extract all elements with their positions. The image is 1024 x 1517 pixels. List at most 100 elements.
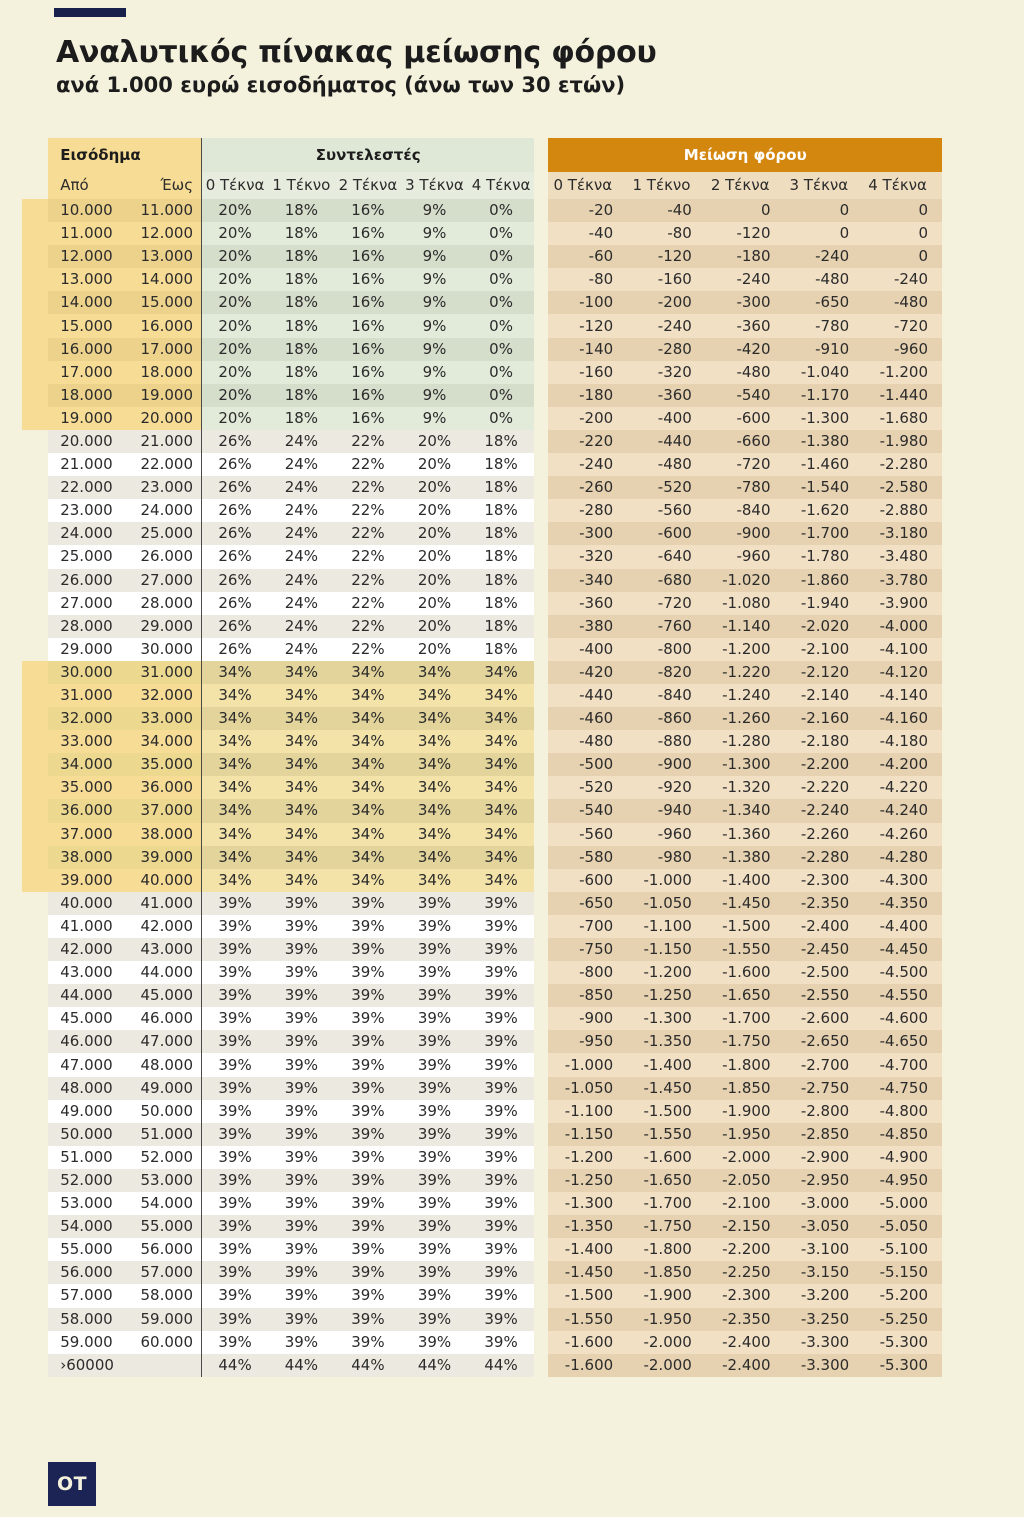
cell-reduction-4: -4.180 bbox=[863, 730, 942, 754]
cell-rate-2: 39% bbox=[334, 1307, 402, 1331]
table-row: 29.000 30.000 26% 24% 22% 20% 18% -400 -800 -1.20… bbox=[22, 637, 942, 661]
cell-rate-1: 39% bbox=[268, 1099, 335, 1123]
cell-rate-1: 18% bbox=[268, 406, 335, 430]
col-header-reduction-3: 3 Τέκνα bbox=[784, 172, 864, 199]
cell-income-to: 17.000 bbox=[120, 337, 203, 361]
cell-income-from: 16.000 bbox=[48, 337, 121, 361]
cell-reduction-1: -760 bbox=[627, 614, 706, 638]
cell-reduction-0: -850 bbox=[548, 984, 628, 1008]
table-row: 58.000 59.000 39% 39% 39% 39% 39% -1.550 -1.950-… bbox=[22, 1307, 942, 1331]
cell-rate-0: 20% bbox=[201, 360, 269, 384]
cell-income-to: 13.000 bbox=[120, 245, 203, 269]
cell-rate-0: 34% bbox=[201, 753, 269, 777]
cell-reduction-3: -2.120 bbox=[784, 660, 864, 684]
cell-reduction-3: -2.700 bbox=[784, 1053, 864, 1077]
cell-reduction-1: -820 bbox=[627, 660, 706, 684]
page-subtitle: ανά 1.000 ευρώ εισοδήματος (άνω των 30 ε… bbox=[56, 72, 626, 97]
cell-reduction-3: -3.300 bbox=[784, 1353, 864, 1377]
section-gap bbox=[534, 429, 549, 454]
cell-rate-0: 20% bbox=[201, 291, 269, 315]
cell-reduction-1: -980 bbox=[627, 845, 706, 869]
cell-reduction-4: -4.750 bbox=[863, 1076, 942, 1100]
cell-reduction-1: -2.000 bbox=[627, 1330, 706, 1354]
cell-income-to: 31.000 bbox=[120, 660, 203, 684]
cell-rate-2: 22% bbox=[334, 476, 402, 500]
section-gap bbox=[534, 591, 549, 615]
cell-income-to: 11.000 bbox=[120, 199, 203, 223]
cell-rate-1: 18% bbox=[268, 268, 335, 292]
cell-rate-2: 39% bbox=[334, 1122, 402, 1146]
cell-reduction-2: -840 bbox=[705, 499, 785, 523]
cell-rate-0: 44% bbox=[201, 1353, 269, 1377]
table-row: 50.000 51.000 39% 39% 39% 39% 39% -1.150 -1.550-… bbox=[22, 1122, 942, 1146]
row-highlight-gutter bbox=[22, 1353, 49, 1377]
cell-rate-2: 39% bbox=[334, 1261, 402, 1285]
table-row: 30.000 31.000 34% 34% 34% 34% 34% -420 -820 -1.22… bbox=[22, 660, 942, 684]
cell-rate-0: 34% bbox=[201, 683, 269, 708]
row-highlight-gutter bbox=[22, 637, 49, 661]
cell-reduction-3: -1.540 bbox=[784, 476, 864, 500]
cell-reduction-3: -2.900 bbox=[784, 1145, 864, 1169]
cell-rate-1: 34% bbox=[268, 753, 335, 777]
cell-reduction-4: -4.120 bbox=[863, 660, 942, 684]
cell-rate-1: 24% bbox=[268, 614, 335, 638]
cell-rate-1: 39% bbox=[268, 1215, 335, 1239]
cell-reduction-3: -1.300 bbox=[784, 406, 864, 430]
cell-income-to: 34.000 bbox=[120, 730, 203, 754]
section-gap bbox=[534, 984, 549, 1008]
section-gap bbox=[534, 1353, 549, 1377]
cell-rate-2: 34% bbox=[334, 730, 402, 754]
cell-rate-4: 39% bbox=[467, 1099, 535, 1123]
cell-rate-1: 34% bbox=[268, 845, 335, 869]
cell-rate-1: 18% bbox=[268, 360, 335, 384]
cell-income-from: 14.000 bbox=[48, 291, 121, 315]
cell-reduction-2: -780 bbox=[705, 476, 785, 500]
cell-income-from: 59.000 bbox=[48, 1330, 121, 1354]
cell-reduction-0: -300 bbox=[548, 522, 628, 546]
cell-reduction-2: -1.140 bbox=[705, 614, 785, 638]
cell-reduction-0: -100 bbox=[548, 291, 628, 315]
cell-rate-1: 44% bbox=[268, 1353, 335, 1377]
cell-rate-3: 39% bbox=[401, 1215, 468, 1239]
tax-reduction-table: Εισόδημα Συντελεστές Μείωση φόρου Από Έω… bbox=[22, 138, 942, 1377]
cell-rate-2: 39% bbox=[334, 1192, 402, 1216]
cell-income-to: 60.000 bbox=[120, 1330, 203, 1354]
cell-rate-0: 39% bbox=[201, 1215, 269, 1239]
cell-reduction-1: -900 bbox=[627, 753, 706, 777]
cell-income-to: 36.000 bbox=[120, 776, 203, 800]
cell-income-from: 24.000 bbox=[48, 522, 121, 546]
cell-reduction-0: -1.450 bbox=[548, 1261, 628, 1285]
row-highlight-gutter bbox=[22, 660, 49, 684]
cell-reduction-4: -2.580 bbox=[863, 476, 942, 500]
cell-reduction-1: -1.300 bbox=[627, 1007, 706, 1031]
cell-reduction-4: -4.240 bbox=[863, 799, 942, 823]
cell-reduction-0: -1.100 bbox=[548, 1099, 628, 1123]
cell-rate-3: 9% bbox=[401, 406, 468, 430]
cell-reduction-0: -750 bbox=[548, 938, 628, 962]
cell-rate-0: 39% bbox=[201, 1330, 269, 1354]
cell-reduction-4: -4.200 bbox=[863, 753, 942, 777]
section-gap bbox=[534, 245, 549, 269]
cell-rate-3: 20% bbox=[401, 522, 468, 546]
cell-rate-4: 39% bbox=[467, 1168, 535, 1193]
cell-reduction-2: -1.550 bbox=[705, 938, 785, 962]
table-row: 14.000 15.000 20% 18% 16% 9% 0% -100 -200 -300 -65… bbox=[22, 291, 942, 315]
cell-income-from: 30.000 bbox=[48, 660, 121, 684]
cell-rate-0: 26% bbox=[201, 568, 269, 592]
cell-rate-2: 22% bbox=[334, 591, 402, 615]
table-row: 15.000 16.000 20% 18% 16% 9% 0% -120 -240 -360 -78… bbox=[22, 314, 942, 338]
cell-rate-0: 39% bbox=[201, 891, 269, 915]
cell-rate-3: 34% bbox=[401, 707, 468, 731]
cell-income-to: 53.000 bbox=[120, 1168, 203, 1193]
cell-reduction-2: -1.320 bbox=[705, 776, 785, 800]
cell-reduction-3: -240 bbox=[784, 245, 864, 269]
table-row: 28.000 29.000 26% 24% 22% 20% 18% -380 -760 -1.14… bbox=[22, 614, 942, 638]
cell-rate-2: 22% bbox=[334, 545, 402, 569]
section-gap bbox=[534, 1261, 549, 1285]
section-gap bbox=[534, 1145, 549, 1169]
cell-income-to: 38.000 bbox=[120, 822, 203, 846]
cell-income-from: 11.000 bbox=[48, 222, 121, 246]
cell-reduction-0: -1.400 bbox=[548, 1238, 628, 1262]
cell-reduction-3: -3.150 bbox=[784, 1261, 864, 1285]
cell-rate-4: 39% bbox=[467, 1030, 535, 1054]
